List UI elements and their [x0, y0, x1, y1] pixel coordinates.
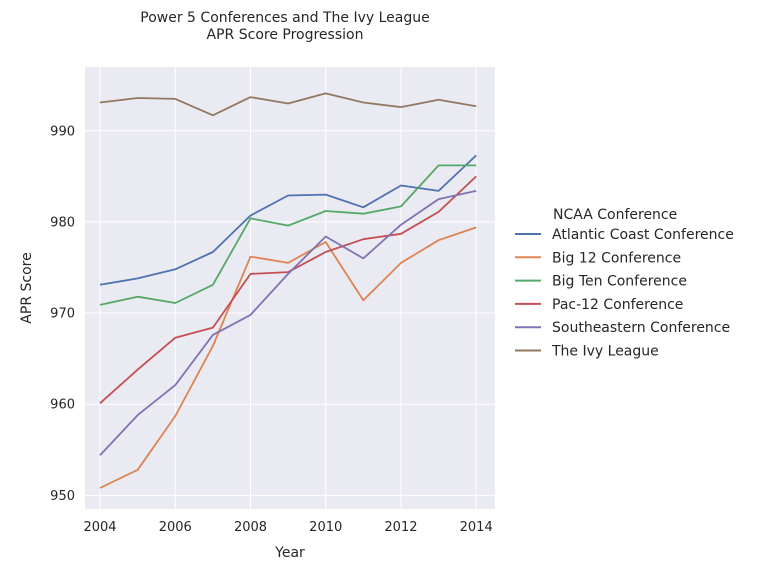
legend-entry: Atlantic Coast Conference — [552, 227, 734, 243]
y-axis-label: APR Score — [19, 252, 35, 323]
x-tick-label: 2004 — [83, 520, 116, 535]
series-line — [99, 175, 477, 404]
y-tick-label: 980 — [50, 215, 75, 230]
x-axis-label: Year — [274, 545, 305, 561]
legend: NCAA Conference Atlantic Coast Conferenc… — [515, 207, 734, 360]
legend-entry: The Ivy League — [551, 344, 659, 360]
series-line — [99, 164, 477, 306]
x-tick-label: 2014 — [460, 520, 493, 535]
x-tick-label: 2008 — [234, 520, 267, 535]
y-tick-label: 970 — [50, 307, 75, 322]
legend-title: NCAA Conference — [553, 207, 677, 223]
legend-entry: Pac-12 Conference — [552, 297, 683, 313]
legend-entry: Southeastern Conference — [552, 320, 730, 336]
y-tick-label: 990 — [50, 124, 75, 139]
chart-title: Power 5 Conferences and The Ivy LeagueAP… — [140, 10, 429, 43]
series-lines — [99, 92, 477, 489]
chart-title-line: Power 5 Conferences and The Ivy League — [140, 10, 429, 26]
series-line — [99, 190, 477, 456]
gridlines — [85, 67, 495, 509]
y-tick-label: 950 — [50, 489, 75, 504]
x-tick-label: 2012 — [384, 520, 417, 535]
series-line — [99, 154, 477, 286]
plot-area — [85, 67, 495, 509]
x-tick-label: 2006 — [159, 520, 192, 535]
x-tick-label: 2010 — [309, 520, 342, 535]
y-tick-label: 960 — [50, 398, 75, 413]
legend-entry: Big Ten Conference — [552, 274, 687, 290]
y-tick-labels: 950 960 970 980 990 — [50, 124, 75, 504]
series-line — [99, 92, 477, 117]
chart-title-line: APR Score Progression — [207, 27, 364, 43]
series-line — [99, 226, 477, 489]
legend-entry: Big 12 Conference — [552, 250, 681, 266]
x-tick-labels: 2004 2006 2008 2010 2012 2014 — [83, 520, 492, 535]
